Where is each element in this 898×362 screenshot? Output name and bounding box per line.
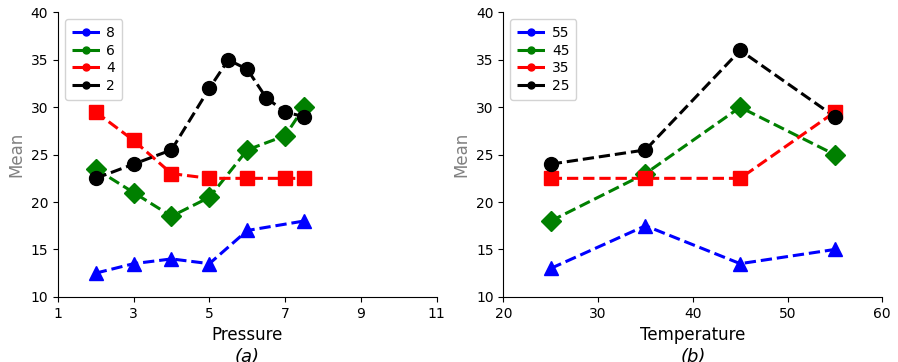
Y-axis label: Mean: Mean [7,132,25,177]
Text: (a): (a) [234,348,260,362]
Y-axis label: Mean: Mean [453,132,471,177]
Text: (b): (b) [680,348,706,362]
Legend: 55, 45, 35, 25: 55, 45, 35, 25 [510,20,577,100]
Legend: 8, 6, 4, 2: 8, 6, 4, 2 [65,20,122,100]
X-axis label: Pressure: Pressure [212,326,283,344]
X-axis label: Temperature: Temperature [640,326,745,344]
